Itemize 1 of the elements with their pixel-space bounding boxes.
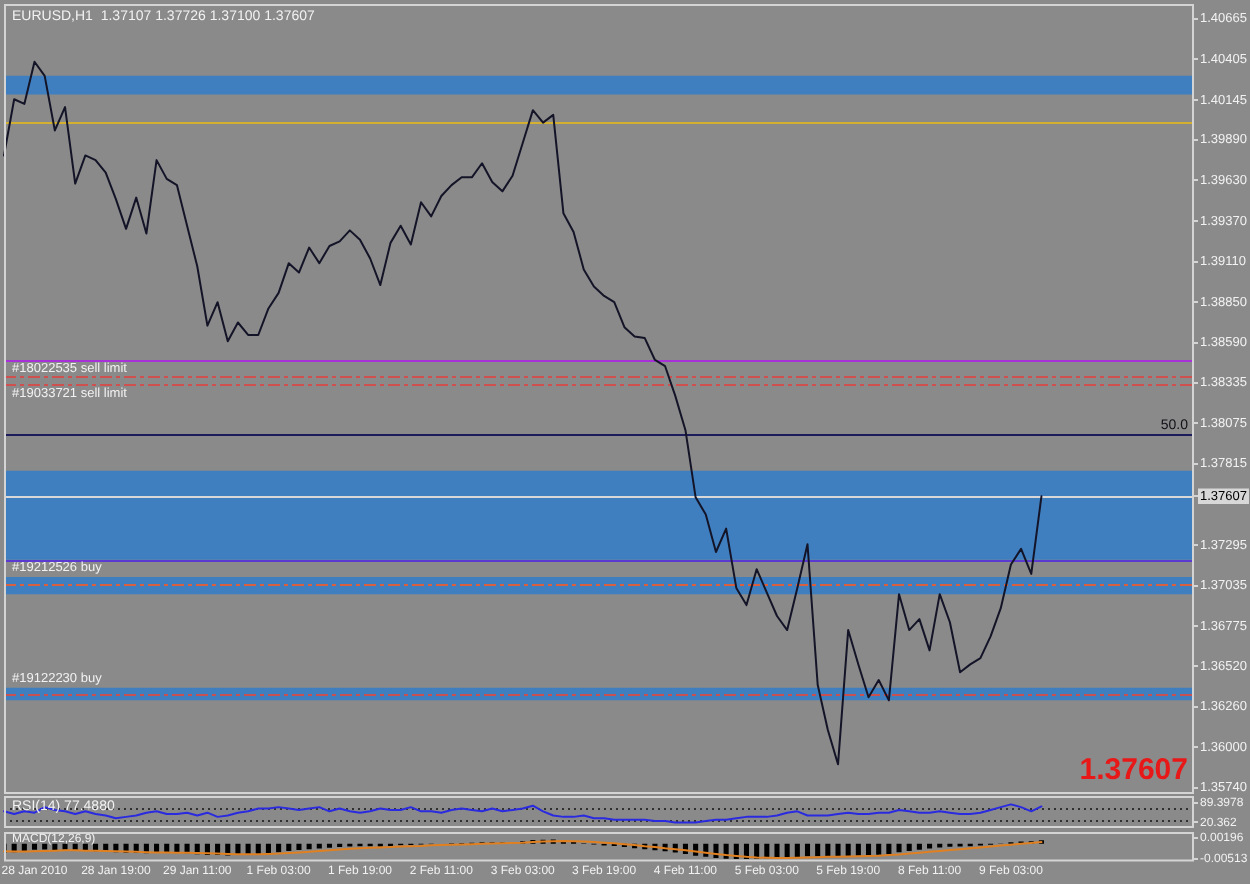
annotation: 1.37607 — [1079, 753, 1188, 788]
